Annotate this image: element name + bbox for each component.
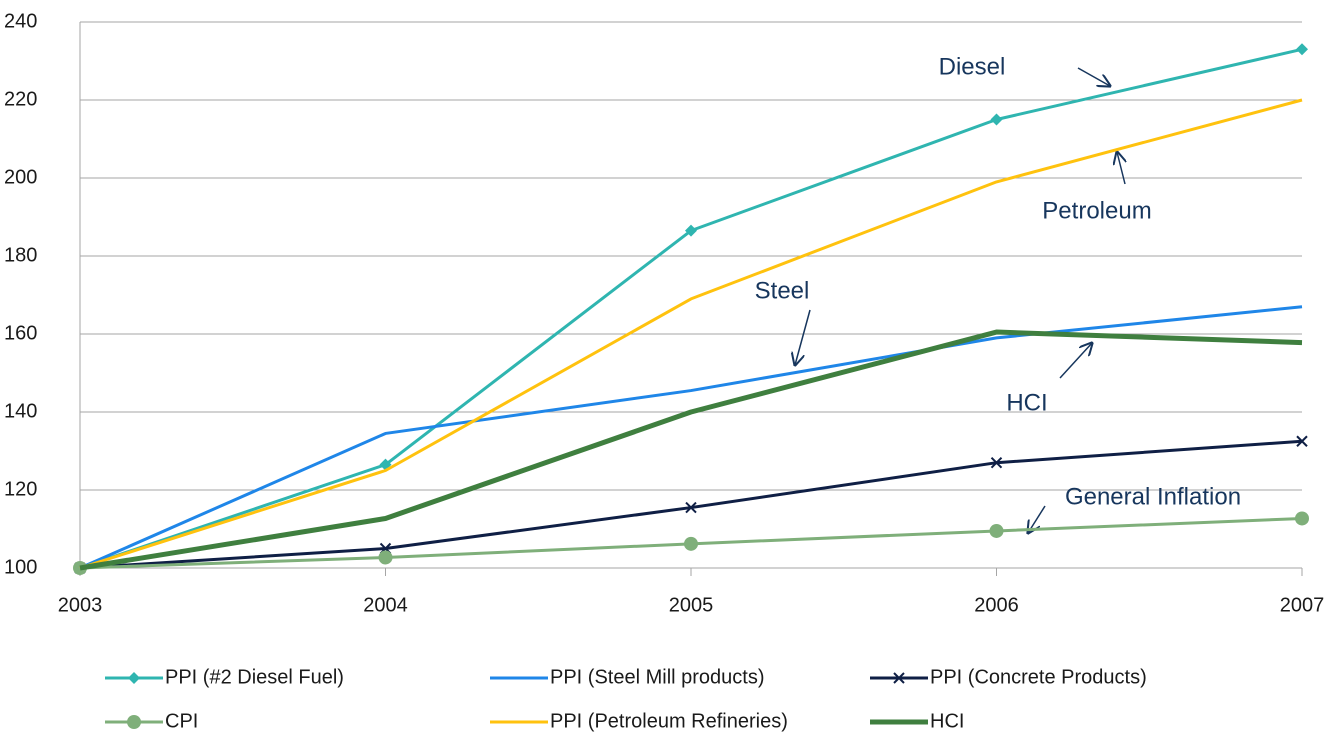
x-tick-label: 2005 bbox=[669, 594, 714, 616]
legend-item: PPI (#2 Diesel Fuel) bbox=[105, 666, 344, 688]
x-tick-label: 2007 bbox=[1280, 594, 1325, 616]
series bbox=[79, 305, 1303, 570]
arrow bbox=[1117, 152, 1125, 185]
series bbox=[79, 329, 1303, 571]
legend-label: HCI bbox=[930, 710, 964, 732]
line bbox=[79, 98, 1303, 570]
legend-item: HCI bbox=[870, 710, 964, 732]
series bbox=[79, 98, 1303, 570]
annotation: Steel bbox=[755, 277, 810, 304]
y-tick-label: 100 bbox=[4, 556, 37, 578]
x-tick-label: 2004 bbox=[363, 594, 408, 616]
y-tick-label: 200 bbox=[4, 166, 37, 188]
x-tick-label: 2006 bbox=[974, 594, 1019, 616]
legend-label: PPI (Petroleum Refineries) bbox=[550, 710, 788, 732]
line bbox=[79, 305, 1303, 570]
arrow bbox=[1077, 67, 1110, 86]
annotation: HCI bbox=[1006, 389, 1047, 416]
series bbox=[73, 511, 1309, 575]
annotation: Petroleum bbox=[1042, 197, 1151, 224]
marker bbox=[128, 672, 140, 684]
arrow bbox=[795, 309, 811, 365]
marker bbox=[685, 501, 697, 514]
y-tick-label: 180 bbox=[4, 244, 37, 266]
marker bbox=[893, 672, 905, 684]
legend-item: PPI (Concrete Products) bbox=[870, 666, 1147, 688]
annotation: General Inflation bbox=[1065, 483, 1241, 510]
marker bbox=[989, 523, 1004, 538]
y-tick-label: 240 bbox=[4, 10, 37, 32]
marker bbox=[1296, 435, 1308, 447]
y-tick-label: 120 bbox=[4, 478, 37, 500]
legend-item: PPI (Petroleum Refineries) bbox=[490, 710, 788, 732]
arrows bbox=[795, 67, 1125, 533]
marker bbox=[1295, 511, 1309, 526]
legend-label: PPI (Steel Mill products) bbox=[550, 666, 765, 688]
y-tick-label: 220 bbox=[4, 88, 37, 110]
arrow bbox=[1059, 343, 1092, 379]
y-tick-label: 140 bbox=[4, 400, 37, 422]
legend-label: PPI (#2 Diesel Fuel) bbox=[165, 666, 344, 688]
marker bbox=[378, 550, 393, 565]
y-tick-label: 160 bbox=[4, 322, 37, 344]
marker bbox=[990, 113, 1003, 126]
legend-item: PPI (Steel Mill products) bbox=[490, 666, 765, 688]
legend-label: PPI (Concrete Products) bbox=[930, 666, 1147, 688]
marker bbox=[684, 536, 698, 551]
line bbox=[79, 329, 1303, 571]
legend-label: CPI bbox=[165, 710, 198, 732]
annotation: Diesel bbox=[939, 53, 1006, 80]
marker bbox=[990, 456, 1003, 469]
legend-item: CPI bbox=[105, 710, 198, 732]
marker bbox=[127, 715, 141, 729]
marker bbox=[685, 224, 697, 237]
marker bbox=[1296, 43, 1308, 56]
x-tick-label: 2003 bbox=[58, 594, 103, 616]
